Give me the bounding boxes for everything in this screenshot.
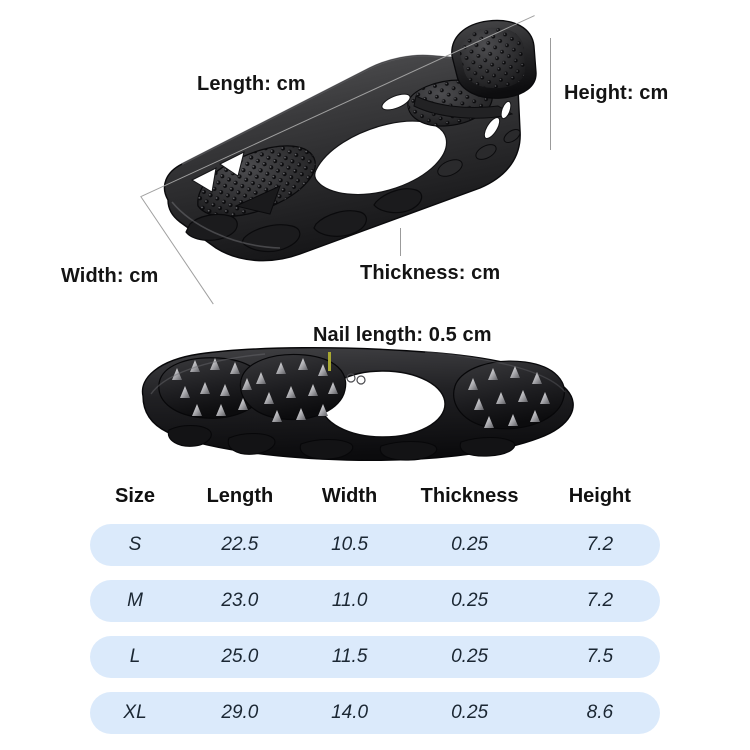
- size-spec-table: Size Length Width Thickness Height S 22.…: [90, 480, 660, 748]
- height-guide-line: [550, 38, 551, 150]
- thickness-guide-line: [400, 228, 401, 256]
- spike-cluster-heel: [468, 366, 550, 428]
- thickness-label: Thickness: cm: [360, 262, 501, 284]
- cell-height: 7.2: [586, 534, 614, 555]
- ice-cleat-perspective-view: [120, 10, 580, 300]
- cell-thickness: 0.25: [451, 702, 489, 723]
- width-label: Width: cm: [61, 265, 159, 287]
- column-header-size: Size: [115, 484, 156, 507]
- cell-width: 11.5: [331, 646, 368, 667]
- cell-width: 11.0: [331, 590, 368, 611]
- cell-width: 10.5: [331, 534, 369, 555]
- cleat-perspective-svg: [163, 19, 537, 262]
- column-header-height: Height: [568, 484, 631, 507]
- cell-length: 22.5: [221, 534, 259, 555]
- nail-length-label: Nail length: 0.5 cm: [313, 324, 492, 346]
- spike-cluster-toe-left: [172, 358, 252, 416]
- cell-height: 7.2: [586, 590, 614, 611]
- spike-cluster-toe-right: [256, 358, 338, 422]
- cell-width: 14.0: [331, 702, 369, 723]
- cell-size: L: [129, 646, 141, 667]
- column-header-thickness: Thickness: [420, 484, 519, 507]
- cell-height: 8.6: [586, 702, 614, 723]
- cell-length: 23.0: [221, 590, 259, 611]
- cell-thickness: 0.25: [451, 590, 489, 611]
- table-row: XL 29.0 14.0 0.25 8.6: [90, 692, 660, 734]
- table-row: S 22.5 10.5 0.25 7.2: [90, 524, 660, 566]
- nail-length-marker: [328, 352, 331, 371]
- cell-thickness: 0.25: [451, 534, 489, 555]
- length-label: Length: cm: [197, 73, 306, 95]
- cell-height: 7.5: [586, 646, 614, 667]
- height-label: Height: cm: [564, 82, 669, 104]
- ice-cleat-spike-underside-view: [125, 338, 595, 473]
- cell-thickness: 0.25: [451, 646, 489, 667]
- column-header-length: Length: [206, 484, 274, 507]
- cleat-underside-svg: [141, 347, 574, 461]
- cell-length: 25.0: [221, 646, 259, 667]
- cell-size: XL: [123, 702, 147, 723]
- table-header-row: Size Length Width Thickness Height: [90, 480, 660, 512]
- column-header-width: Width: [321, 484, 378, 507]
- cell-length: 29.0: [221, 702, 259, 723]
- cell-size: S: [128, 534, 142, 555]
- table-row: M 23.0 11.0 0.25 7.2: [90, 580, 660, 622]
- table-row: L 25.0 11.5 0.25 7.5: [90, 636, 660, 678]
- cell-size: M: [127, 590, 143, 611]
